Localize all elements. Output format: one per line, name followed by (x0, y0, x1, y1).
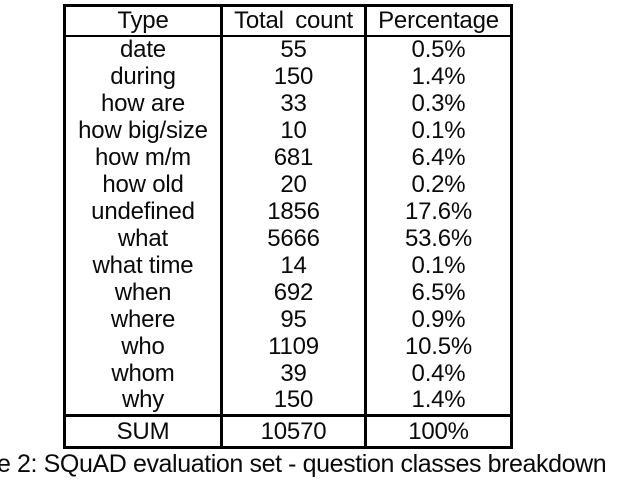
count-cell: 5666 (223, 225, 367, 253)
count-cell: 150 (223, 386, 367, 414)
type-cell: what (66, 225, 223, 253)
pct-cell: 17.6% (404, 197, 473, 225)
count-cell: 39 (223, 360, 367, 387)
sum-label-cell: SUM (66, 417, 223, 446)
pct-cell: 0.2% (411, 171, 466, 199)
table-row: during 150 1.4% (66, 63, 510, 91)
type-cell: how old (66, 171, 223, 199)
type-cell: during (66, 63, 223, 91)
table-sum-row: SUM 10570 100% (66, 414, 510, 446)
col-header-type: Type (66, 7, 223, 35)
table-caption: e 2: SQuAD evaluation set - question cla… (0, 450, 607, 478)
table-row: why 150 1.4% (66, 386, 510, 414)
col-header-percentage: Percentage (378, 7, 499, 34)
pct-cell: 1.4% (411, 63, 466, 91)
pct-cell: 6.4% (411, 144, 466, 172)
type-cell: where (66, 306, 223, 334)
type-cell: what time (66, 252, 223, 280)
type-cell: undefined (66, 198, 223, 226)
table-row: how big/size 10 0.1% (66, 117, 510, 145)
table-row: who 1109 10.5% (66, 332, 510, 361)
table-row: how old 20 0.2% (66, 171, 510, 199)
pct-cell: 6.5% (411, 278, 466, 306)
count-cell: 1109 (223, 333, 367, 361)
col-header-total-count: Total count (223, 7, 367, 35)
pct-cell: 1.4% (411, 386, 466, 414)
table-row: what time 14 0.1% (66, 251, 510, 280)
pct-cell: 10.5% (404, 332, 473, 360)
count-cell: 33 (223, 90, 367, 118)
sum-count-cell: 10570 (223, 417, 367, 446)
pct-cell: 0.4% (411, 359, 466, 387)
table-row: how m/m 681 6.4% (66, 144, 510, 172)
pct-cell: 0.1% (411, 117, 466, 145)
count-cell: 55 (223, 37, 367, 64)
table-row: where 95 0.9% (66, 305, 510, 334)
table-row: when 692 6.5% (66, 278, 510, 307)
question-classes-table: Type Total count Percentage date 55 0.5%… (63, 4, 513, 449)
count-cell: 14 (223, 252, 367, 280)
type-cell: why (66, 386, 223, 414)
type-cell: date (66, 37, 223, 64)
type-cell: how are (66, 90, 223, 118)
sum-pct-cell: 100% (408, 417, 469, 445)
pct-cell: 0.3% (411, 90, 466, 118)
type-cell: how m/m (66, 144, 223, 172)
type-cell: whom (66, 360, 223, 387)
count-cell: 1856 (223, 198, 367, 226)
count-cell: 681 (223, 144, 367, 172)
pct-cell: 0.9% (411, 305, 466, 333)
type-cell: how big/size (66, 117, 223, 145)
table-body: date 55 0.5% during 150 1.4% how are 33 … (66, 37, 510, 414)
table-row: what 5666 53.6% (66, 224, 510, 253)
table-header-row: Type Total count Percentage (66, 7, 510, 37)
count-cell: 20 (223, 171, 367, 199)
count-cell: 692 (223, 279, 367, 307)
pct-cell: 0.1% (411, 251, 466, 279)
type-cell: who (66, 333, 223, 361)
type-cell: when (66, 279, 223, 307)
pct-cell: 0.5% (411, 36, 466, 64)
count-cell: 95 (223, 306, 367, 334)
table-row: how are 33 0.3% (66, 90, 510, 118)
table-row: undefined 1856 17.6% (66, 197, 510, 226)
pct-cell: 53.6% (404, 224, 473, 252)
table-row: date 55 0.5% (66, 37, 510, 64)
count-cell: 10 (223, 117, 367, 145)
table-row: whom 39 0.4% (66, 360, 510, 387)
count-cell: 150 (223, 63, 367, 91)
